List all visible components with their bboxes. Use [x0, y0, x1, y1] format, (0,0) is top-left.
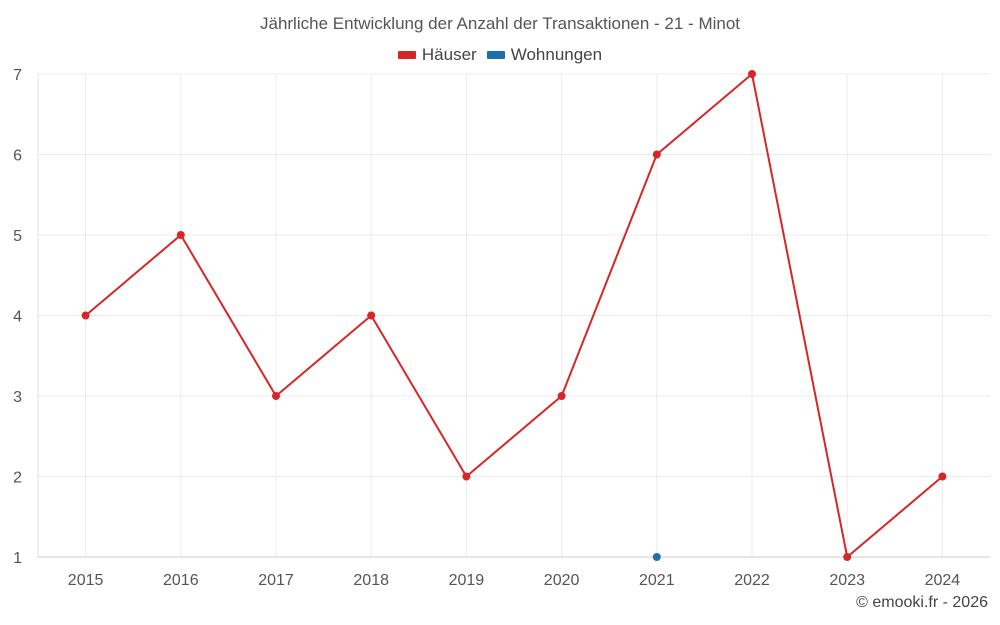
- data-point: [557, 392, 566, 400]
- y-tick-label: 6: [13, 148, 22, 165]
- x-tick-label: 2018: [353, 572, 389, 589]
- data-point: [652, 553, 661, 561]
- legend-label-wohnungen: Wohnungen: [510, 45, 603, 64]
- data-point: [462, 472, 471, 481]
- legend-item-haeuser[interactable]: Häuser: [397, 45, 477, 65]
- legend-label-haeuser: Häuser: [421, 45, 477, 64]
- x-tick-label: 2015: [68, 572, 104, 589]
- legend-swatch-haeuser: [397, 51, 416, 59]
- x-tick-label: 2019: [449, 572, 485, 589]
- data-point: [176, 231, 185, 239]
- data-point: [748, 70, 756, 78]
- x-tick-label: 2021: [639, 572, 675, 589]
- data-point: [938, 472, 947, 481]
- data-point: [272, 392, 280, 400]
- x-tick-label: 2023: [829, 572, 865, 589]
- legend: Häuser Wohnungen: [0, 45, 1000, 65]
- y-tick-label: 5: [13, 228, 22, 245]
- chart-title: Jährliche Entwicklung der Anzahl der Tra…: [259, 14, 741, 33]
- y-tick-label: 7: [13, 67, 22, 84]
- y-tick-label: 4: [13, 309, 22, 326]
- data-point: [652, 150, 661, 159]
- y-tick-label: 3: [13, 389, 22, 406]
- x-tick-label: 2016: [163, 572, 199, 589]
- series-line-0: [84, 73, 944, 558]
- y-tick-label: 1: [13, 550, 22, 567]
- x-tick-label: 2024: [925, 572, 961, 589]
- x-tick-label: 2022: [734, 572, 770, 589]
- data-point: [843, 553, 852, 561]
- credit-text: © emooki.fr - 2026: [856, 594, 988, 611]
- legend-item-wohnungen[interactable]: Wohnungen: [486, 45, 603, 65]
- x-tick-label: 2020: [544, 572, 580, 589]
- x-tick-label: 2017: [258, 572, 294, 589]
- legend-swatch-wohnungen: [486, 51, 505, 59]
- data-point: [81, 311, 90, 320]
- y-tick-label: 2: [13, 470, 22, 487]
- data-point: [367, 311, 376, 320]
